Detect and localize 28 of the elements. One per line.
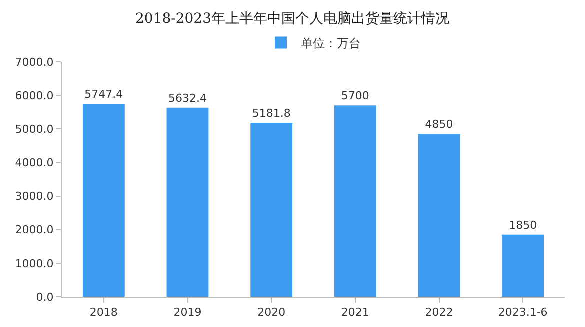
- x-tick-label: 2021: [341, 306, 370, 320]
- chart-title: 2018-2023年上半年中国个人电脑出货量统计情况: [136, 10, 450, 27]
- y-tick-label: 0.0: [36, 290, 54, 304]
- bar: [334, 106, 376, 297]
- bar: [82, 104, 125, 297]
- y-tick-label: 7000.0: [15, 56, 54, 69]
- y-tick-label: 1000.0: [15, 257, 54, 270]
- x-tick-label: 2019: [174, 306, 202, 320]
- data-label: 1850: [509, 218, 538, 232]
- bar: [502, 234, 544, 297]
- y-tick-label: 6000.0: [15, 89, 54, 102]
- bar: [166, 108, 209, 297]
- y-tick-label: 3000.0: [15, 190, 54, 204]
- data-label: 5747.4: [84, 88, 124, 102]
- x-tick-label: 2023.1-6: [498, 306, 548, 320]
- data-label: 5632.4: [168, 92, 207, 105]
- legend-label: 单位：万台: [301, 36, 361, 50]
- x-tick-label: 2018: [90, 306, 118, 320]
- x-tick-label: 2022: [425, 306, 454, 320]
- y-tick-label: 2000.0: [15, 224, 54, 237]
- y-tick-label: 5000.0: [15, 122, 54, 136]
- bar: [250, 123, 293, 297]
- x-tick-label: 2020: [258, 306, 286, 320]
- bar: [418, 134, 460, 297]
- data-label: 5181.8: [252, 107, 291, 120]
- data-label: 5700: [341, 90, 370, 103]
- y-tick-label: 4000.0: [15, 156, 54, 170]
- data-label: 4850: [425, 118, 454, 132]
